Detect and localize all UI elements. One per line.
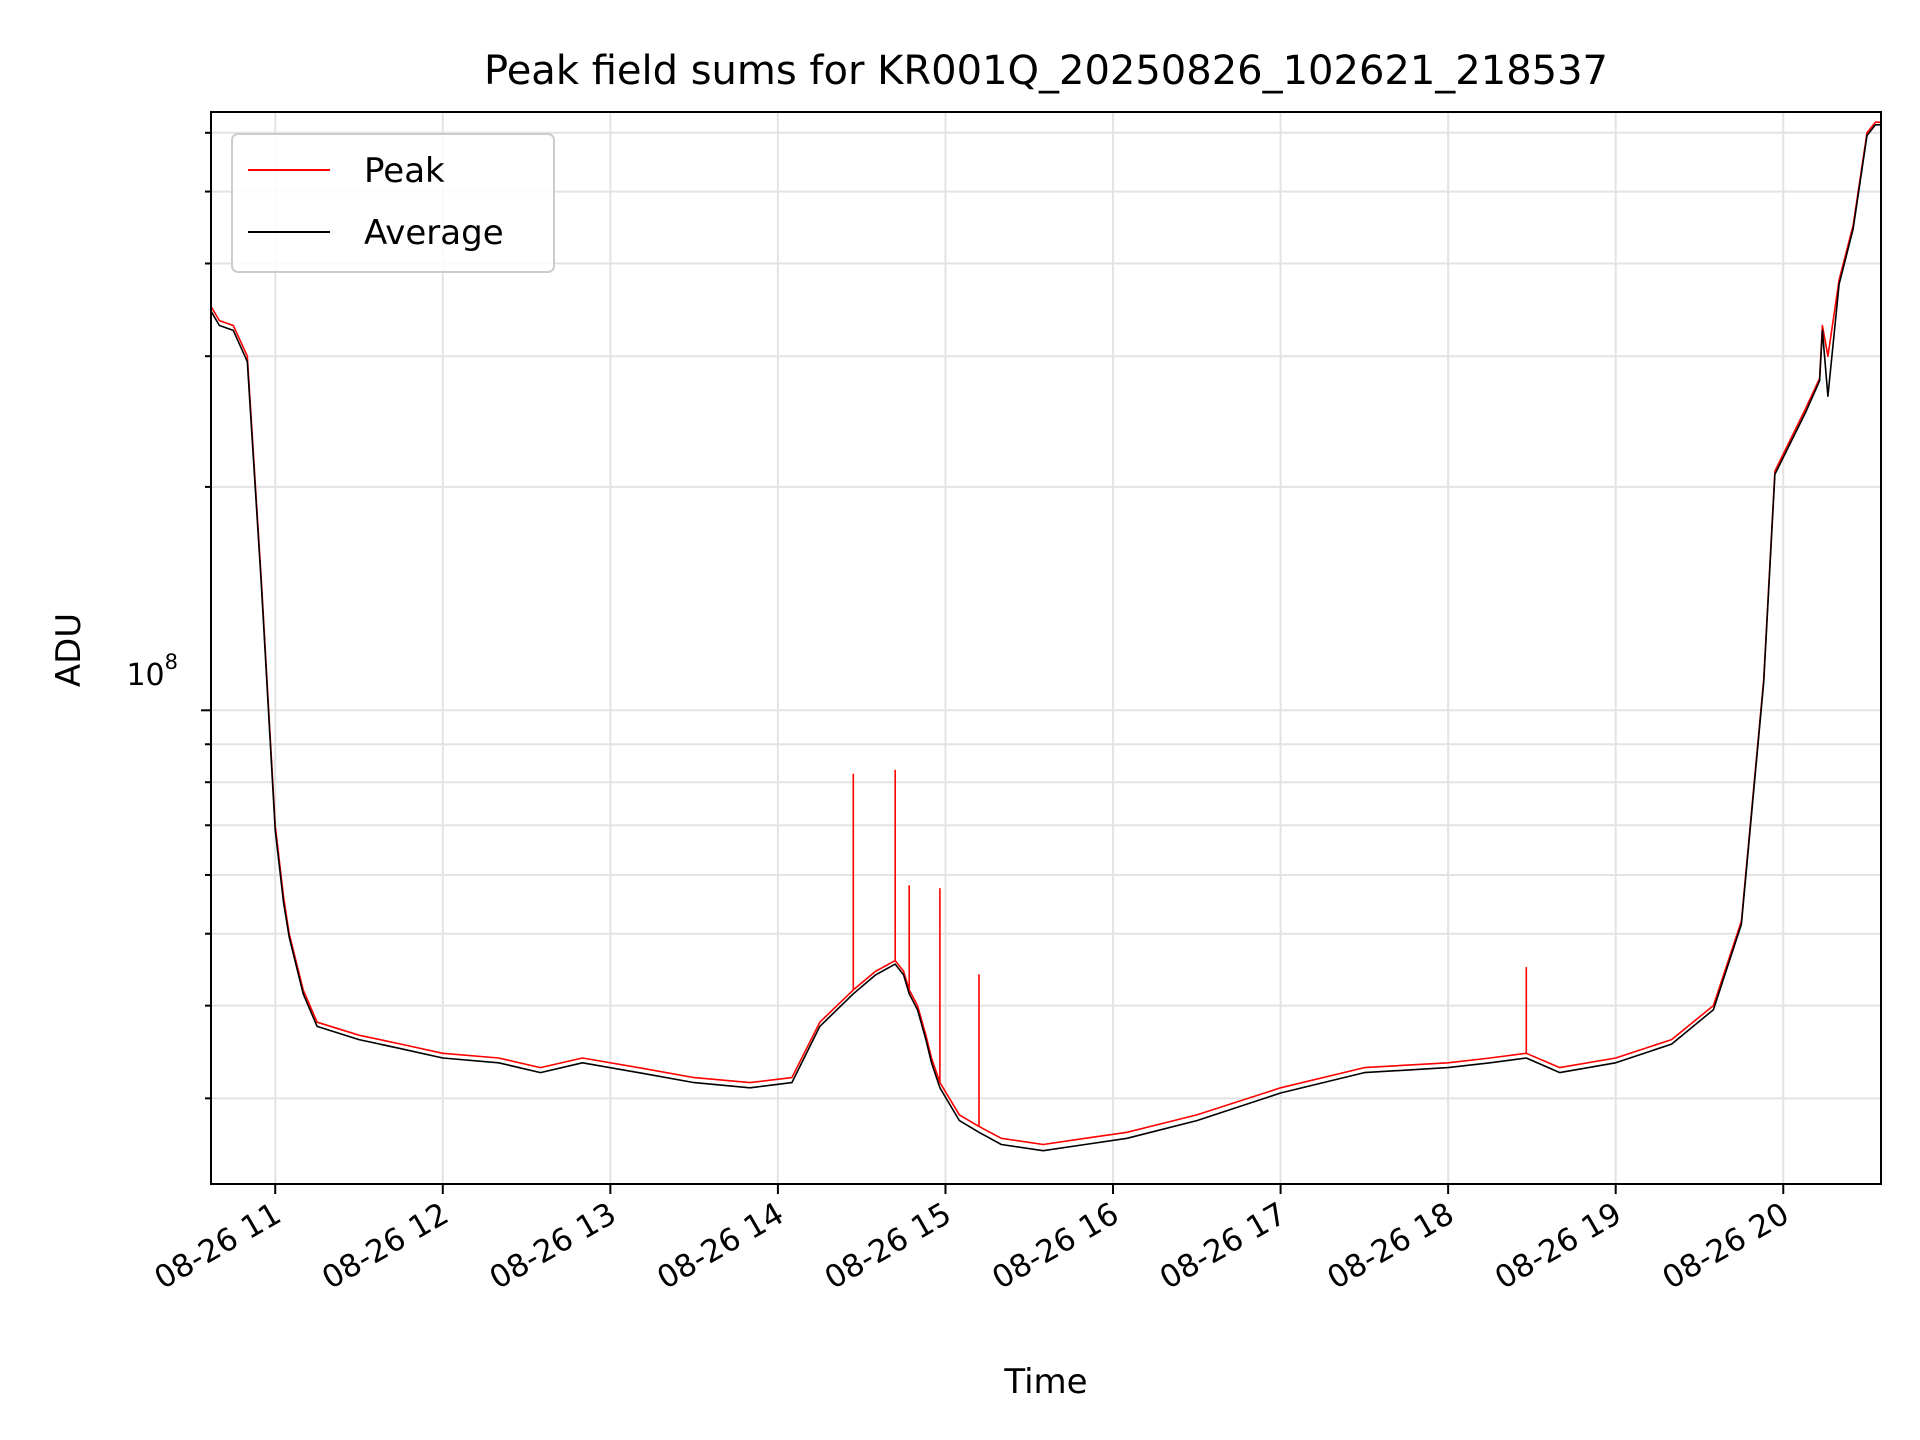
legend-label-peak: Peak [364,151,445,191]
legend: Peak Average [231,133,555,273]
plot-frame [210,111,1882,1185]
grid [211,112,1881,1184]
x-axis-label: Time [1003,1362,1087,1402]
legend-label-average: Average [364,213,504,253]
y-tick-label-exponent: 8 [165,650,178,674]
svg-text:108: 108 [126,650,178,693]
series-line-peak [210,121,1881,1146]
y-tick-label-base: 10 [126,658,164,693]
chart-title: Peak field sums for KR001Q_20250826_1026… [484,48,1608,94]
series-line-average [210,124,1881,1152]
series-layer [210,121,1881,1152]
y-tick-label: 108 [126,650,178,693]
legend-box [231,133,555,273]
y-axis-label: ADU [49,613,89,687]
